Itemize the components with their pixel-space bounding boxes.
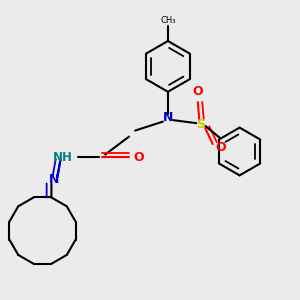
Text: NH: NH	[52, 151, 72, 164]
Text: S: S	[196, 118, 205, 131]
Text: O: O	[134, 151, 144, 164]
Text: N: N	[163, 111, 173, 124]
Text: N: N	[49, 173, 60, 186]
Text: O: O	[216, 140, 226, 154]
Text: CH₃: CH₃	[160, 16, 176, 25]
Text: O: O	[193, 85, 203, 98]
